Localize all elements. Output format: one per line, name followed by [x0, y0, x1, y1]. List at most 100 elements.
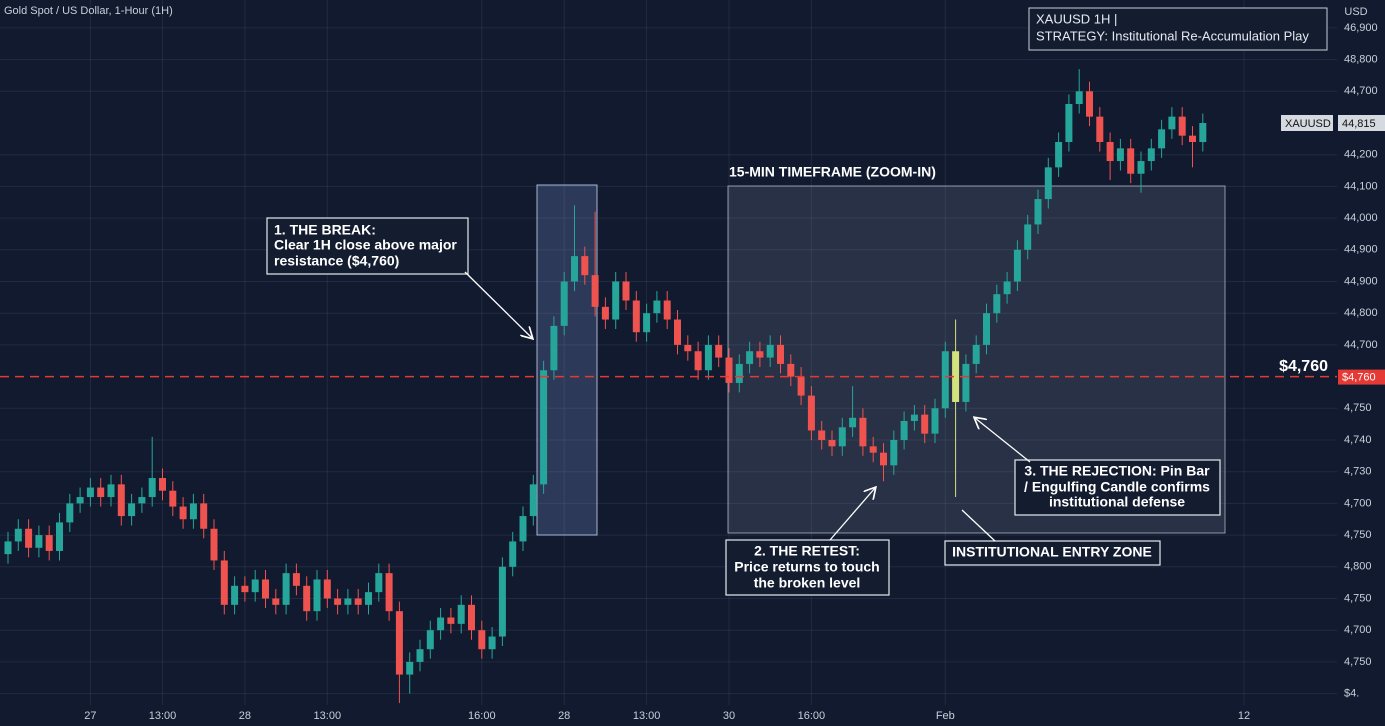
callout-text: institutional defense: [1049, 494, 1185, 510]
candle-body: [282, 573, 290, 605]
info-box: [1028, 7, 1328, 51]
candle-body: [138, 497, 146, 504]
candle-body: [1147, 148, 1155, 162]
candle-body: [189, 503, 197, 520]
candle-body: [1116, 148, 1124, 162]
candle-body: [1168, 116, 1176, 130]
candle-body: [663, 300, 671, 320]
y-tick-label: 48,800: [1344, 54, 1378, 66]
candle-body: [262, 579, 269, 599]
callout-text: 1. THE BREAK:: [274, 222, 376, 238]
candle-body: [169, 490, 177, 507]
x-tick-label: 16:00: [798, 710, 826, 722]
callout-text: resistance ($4,760): [274, 253, 399, 269]
candle-body: [509, 541, 517, 567]
candle-body: [107, 484, 115, 498]
candle-body: [426, 630, 434, 650]
candle-body: [807, 395, 815, 431]
candle-body: [416, 649, 424, 662]
x-tick-label: 13:00: [633, 710, 661, 722]
y-tick-label: 4,700: [1344, 624, 1372, 636]
candle-body: [725, 357, 733, 383]
candle-body: [591, 275, 599, 307]
candle-body: [375, 573, 383, 593]
candle-body: [735, 363, 743, 383]
candle-body: [1055, 142, 1063, 168]
y-tick-label: $4.: [1344, 687, 1359, 699]
price-tag-bg: [1338, 114, 1385, 131]
y-tick-label: 4,750: [1344, 529, 1372, 541]
zoom-label: 15-MIN TIMEFRAME (ZOOM-IN): [729, 164, 936, 180]
candle-body: [395, 611, 403, 675]
y-tick-label: 44,900: [1344, 244, 1378, 256]
candle-body: [128, 503, 136, 517]
price-tag-bg: [1281, 114, 1333, 131]
candle-body: [550, 325, 558, 371]
candle-body: [1086, 91, 1093, 117]
info-line: XAUUSD 1H |: [1036, 11, 1117, 26]
y-tick-label: 4,700: [1344, 497, 1372, 509]
break-callout: [266, 217, 469, 275]
y-tick-label: 46,900: [1344, 22, 1378, 34]
candle-body: [931, 408, 939, 434]
candle-body: [972, 344, 980, 364]
candle-body: [993, 294, 1001, 314]
candle-body: [354, 598, 362, 605]
candle-body: [45, 535, 53, 551]
candle-body: [56, 522, 63, 551]
candle-body: [1003, 281, 1011, 295]
candle-body: [66, 503, 74, 523]
candle-body: [612, 281, 620, 320]
candle-body: [869, 446, 877, 453]
candle-body: [890, 439, 898, 466]
retest-callout: [725, 539, 890, 596]
candle-body: [1044, 167, 1052, 200]
x-tick-label: Feb: [936, 710, 955, 722]
candle-body: [365, 592, 372, 605]
candle-body: [1034, 199, 1042, 225]
x-tick-label: 12: [1238, 710, 1250, 722]
candle-body: [1189, 135, 1196, 143]
candle-body: [468, 604, 475, 631]
candle-body: [704, 344, 712, 371]
y-tick-label: 4,800: [1344, 561, 1372, 573]
candle-body: [200, 503, 208, 529]
x-tick-label: 28: [239, 710, 251, 722]
y-tick-label: 44,900: [1344, 275, 1378, 287]
x-tick-label: 28: [558, 710, 570, 722]
arrow: [829, 488, 875, 541]
candle-body: [272, 598, 280, 605]
x-tick-label: 13:00: [149, 710, 177, 722]
candle-body: [14, 528, 22, 542]
candle-body: [962, 363, 970, 402]
candle-body: [952, 351, 960, 402]
callout-text: 3. THE REJECTION: Pin Bar: [1024, 463, 1210, 479]
candle-body: [715, 344, 723, 358]
candle-body: [313, 579, 321, 612]
level-tag: $4,760: [1342, 371, 1376, 383]
arrow: [464, 271, 532, 338]
candle-body: [1013, 249, 1021, 282]
x-tick-label: 27: [84, 710, 96, 722]
candle-body: [1158, 129, 1166, 149]
candles: [4, 69, 1207, 704]
callout-text: Clear 1H close above major: [274, 237, 457, 253]
x-tick-label: 13:00: [314, 710, 342, 722]
candle-body: [159, 478, 166, 491]
overlay: Gold Spot / US Dollar, 1-Hour (1H) XAUUS…: [0, 5, 1385, 722]
entry-callout: [944, 540, 1161, 566]
y-tick-label: 4,750: [1344, 402, 1372, 414]
candle-body: [1065, 103, 1073, 143]
candle-body: [4, 541, 12, 555]
candle-body: [519, 516, 527, 542]
candle-body: [684, 344, 692, 352]
candle-body: [818, 430, 826, 440]
candle-body: [478, 630, 486, 650]
candle-body: [694, 351, 702, 371]
candle-body: [447, 617, 455, 624]
y-tick-label: 4,730: [1344, 466, 1372, 478]
candle-body: [1096, 116, 1104, 143]
callout-text: the broken level: [754, 575, 861, 591]
candle-body: [880, 452, 887, 466]
